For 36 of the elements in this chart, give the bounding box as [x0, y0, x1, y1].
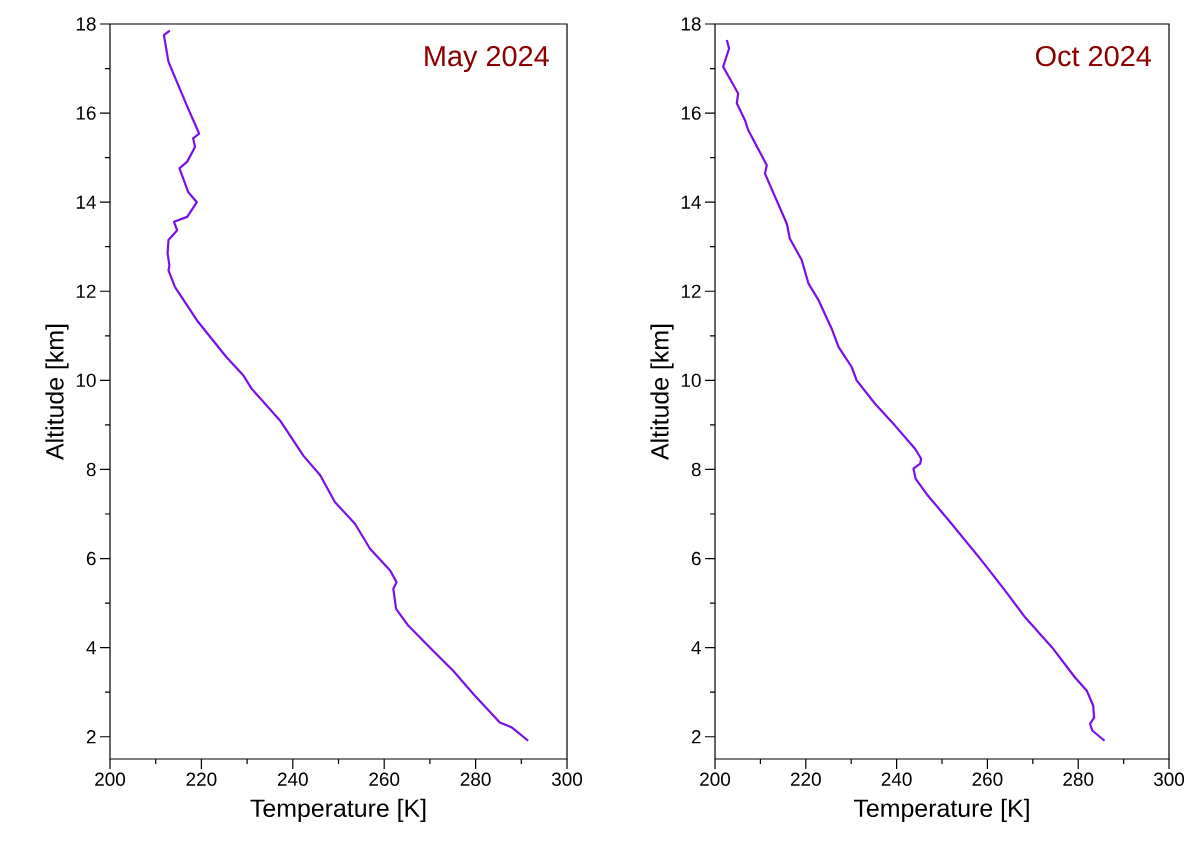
y-tick-label: 14: [681, 195, 701, 209]
y-tick-label: 6: [86, 551, 96, 566]
y-axis-title: Altitude [km]: [650, 324, 674, 460]
x-tick-label: 300: [1153, 772, 1185, 786]
x-tick-label: 200: [700, 772, 731, 786]
x-tick-label: 220: [186, 772, 217, 786]
y-tick-label: 10: [681, 373, 701, 388]
x-axis-title: Temperature [K]: [250, 798, 426, 822]
y-tick-label: 8: [86, 462, 96, 477]
y-tick-label: 12: [76, 284, 96, 298]
x-tick-label: 220: [790, 772, 821, 786]
x-tick-label: 240: [881, 772, 912, 786]
text: May 2024: [425, 45, 549, 73]
x-axis-title: Temperature [K]: [853, 798, 1029, 822]
y-tick-label: 18: [681, 17, 701, 31]
y-tick-label: 14: [76, 195, 96, 209]
x-tick-label: 240: [277, 772, 308, 786]
y-tick-label: 16: [76, 106, 96, 120]
y-tick-label: 8: [691, 462, 701, 477]
x-tick-label: 280: [1063, 772, 1094, 786]
y-tick-label: 2: [86, 730, 96, 744]
x-tick-label: 260: [972, 772, 1003, 786]
y-tick-label: 4: [86, 641, 96, 655]
y-tick-label: 12: [681, 284, 701, 298]
y-tick-label: 2: [691, 730, 701, 744]
y-tick-label: 6: [691, 551, 701, 566]
y-tick-label: 18: [76, 17, 96, 31]
y-axis-title: Altitude [km]: [45, 324, 69, 460]
x-tick-label: 200: [95, 772, 126, 786]
y-tick-label: 4: [691, 641, 701, 655]
x-tick-label: 280: [460, 772, 491, 786]
x-tick-label: 300: [551, 772, 583, 786]
x-tick-label: 260: [369, 772, 400, 786]
y-tick-label: 16: [681, 106, 701, 120]
text: Oct 2024: [1036, 45, 1151, 67]
y-tick-label: 10: [76, 373, 96, 388]
